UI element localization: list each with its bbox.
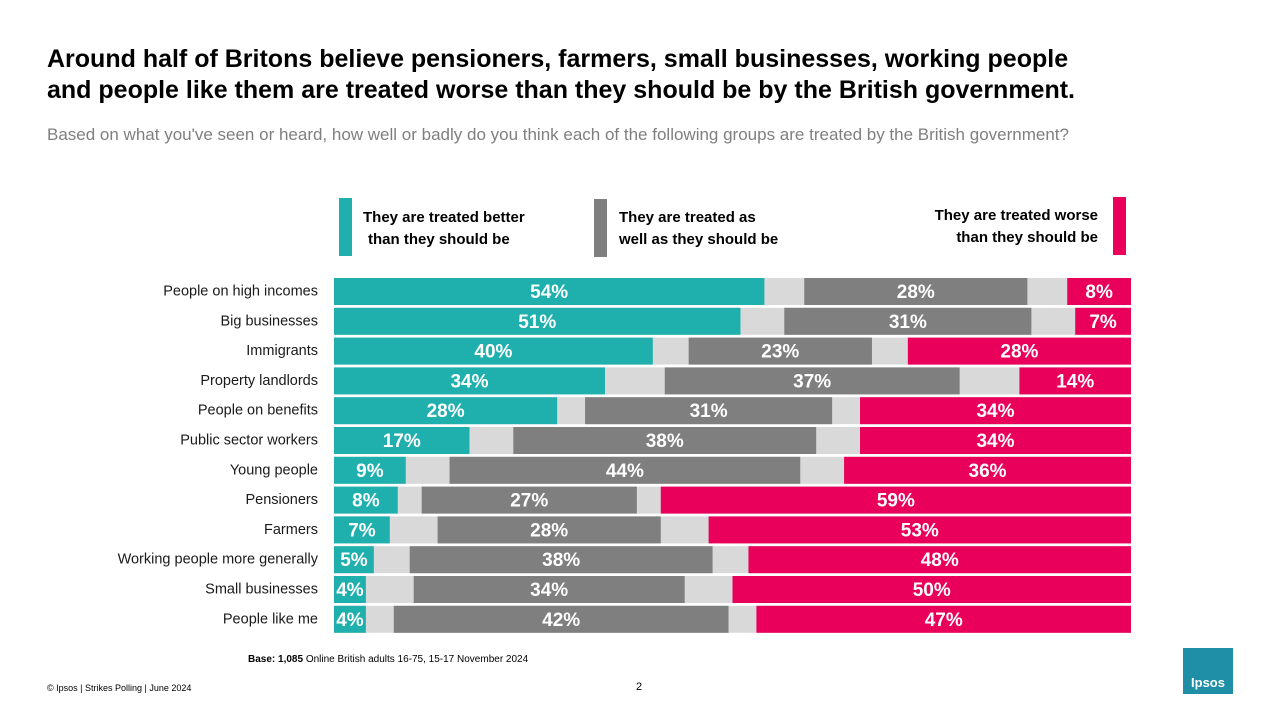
title-line-2: and people like them are treated worse t… — [47, 76, 1075, 104]
bar-segment-worse — [708, 516, 1131, 544]
category-label: Working people more generally — [118, 552, 319, 568]
bar-segment-better — [334, 397, 558, 425]
data-label-worse: 47% — [925, 610, 963, 631]
title-line-1: Around half of Britons believe pensioner… — [47, 45, 1069, 73]
bar-segment-worse — [907, 337, 1131, 365]
bar-segment-worse — [860, 427, 1131, 454]
bar-segment-as-well — [784, 307, 1032, 335]
category-label: Young people — [230, 462, 318, 478]
category-label: People like me — [223, 611, 318, 627]
legend-label-worse: They are treated worse than they should … — [934, 207, 1098, 246]
category-label: Farmers — [264, 522, 318, 538]
data-label-worse: 34% — [976, 401, 1014, 422]
data-label-worse: 14% — [1056, 371, 1094, 392]
legend-swatch-as-well — [594, 199, 607, 257]
bar-segment-worse — [860, 397, 1131, 425]
category-label: Public sector workers — [180, 433, 318, 449]
data-label-as-well: 44% — [606, 461, 644, 482]
data-label-as-well: 31% — [889, 312, 927, 333]
page-number: 2 — [636, 681, 643, 693]
data-label-better: 17% — [383, 431, 421, 452]
bar-segment-as-well — [409, 546, 713, 574]
category-label: Property landlords — [200, 373, 318, 389]
bar-segment-better — [334, 278, 765, 305]
data-label-better: 34% — [450, 371, 488, 392]
bar-segment-worse — [748, 546, 1131, 574]
data-label-better: 9% — [356, 461, 384, 482]
base-note: Base: 1,085 Online British adults 16-75,… — [248, 654, 529, 665]
bar-segment-worse — [1067, 278, 1131, 305]
data-label-as-well: 37% — [793, 371, 831, 392]
data-label-worse: 28% — [1000, 342, 1038, 363]
bar-segment-worse — [756, 605, 1131, 633]
bar-segment-worse — [1075, 307, 1131, 335]
category-label: Big businesses — [220, 313, 318, 329]
bar-segment-better — [334, 456, 406, 484]
bar-segment-as-well — [513, 427, 817, 454]
data-label-as-well: 23% — [761, 342, 799, 363]
data-label-as-well: 34% — [530, 580, 568, 601]
bar-segment-worse — [732, 576, 1131, 603]
data-label-worse: 34% — [976, 431, 1014, 452]
data-label-better: 4% — [336, 610, 364, 631]
data-label-better: 40% — [474, 342, 512, 363]
category-label: People on high incomes — [163, 284, 318, 300]
category-label: People on benefits — [198, 403, 318, 419]
data-label-as-well: 31% — [690, 401, 728, 422]
legend-swatch-better — [339, 198, 352, 256]
ipsos-logo: Ipsos — [1183, 648, 1233, 694]
data-label-better: 28% — [427, 401, 465, 422]
bar-segment-better — [334, 367, 605, 395]
chart-title: Around half of Britons believe pensioner… — [47, 44, 1227, 106]
category-label: Small businesses — [205, 582, 318, 598]
bar-segment-as-well — [688, 337, 872, 365]
category-label: Pensioners — [245, 492, 318, 508]
data-label-as-well: 28% — [530, 520, 568, 541]
bar-segment-worse — [844, 456, 1131, 484]
legend-label-better: They are treated better than they should… — [363, 209, 525, 248]
bar-segment-as-well — [421, 486, 637, 514]
bar-segment-as-well — [449, 456, 801, 484]
bar-segment-as-well — [664, 367, 960, 395]
chart-subtitle: Based on what you've seen or heard, how … — [47, 125, 1069, 144]
data-label-worse: 8% — [1085, 282, 1113, 303]
data-label-better: 4% — [336, 580, 364, 601]
legend-swatch-worse — [1113, 197, 1126, 255]
data-label-worse: 59% — [877, 491, 915, 512]
data-label-as-well: 38% — [542, 550, 580, 571]
data-label-better: 54% — [530, 282, 568, 303]
data-label-worse: 53% — [901, 520, 939, 541]
category-label: Immigrants — [246, 343, 318, 359]
data-label-better: 5% — [340, 550, 368, 571]
data-label-as-well: 28% — [897, 282, 935, 303]
bar-segment-as-well — [804, 278, 1028, 305]
bar-segment-better — [334, 337, 653, 365]
bar-segment-better — [334, 605, 366, 633]
data-label-as-well: 42% — [542, 610, 580, 631]
data-label-as-well: 27% — [510, 491, 548, 512]
data-label-as-well: 38% — [646, 431, 684, 452]
bar-segment-better — [334, 486, 398, 514]
data-label-worse: 7% — [1089, 312, 1117, 333]
data-label-worse: 36% — [969, 461, 1007, 482]
data-label-worse: 48% — [921, 550, 959, 571]
footer-copyright: © Ipsos | Strikes Polling | June 2024 — [47, 683, 192, 693]
bar-segment-as-well — [413, 576, 685, 603]
bar-segment-as-well — [437, 516, 661, 544]
bar-segment-better — [334, 576, 366, 603]
data-label-better: 51% — [518, 312, 556, 333]
bar-segment-better — [334, 307, 741, 335]
bar-segment-worse — [660, 486, 1131, 514]
bar-segment-as-well — [393, 605, 729, 633]
data-label-worse: 50% — [913, 580, 951, 601]
data-label-better: 8% — [352, 491, 380, 512]
bar-segment-better — [334, 427, 470, 454]
bar-segment-worse — [1019, 367, 1131, 395]
data-label-better: 7% — [348, 520, 376, 541]
bar-segment-as-well — [585, 397, 833, 425]
bar-segment-better — [334, 516, 390, 544]
legend-label-as-well: They are treated as well as they should … — [619, 209, 779, 248]
bar-segment-better — [334, 546, 374, 574]
